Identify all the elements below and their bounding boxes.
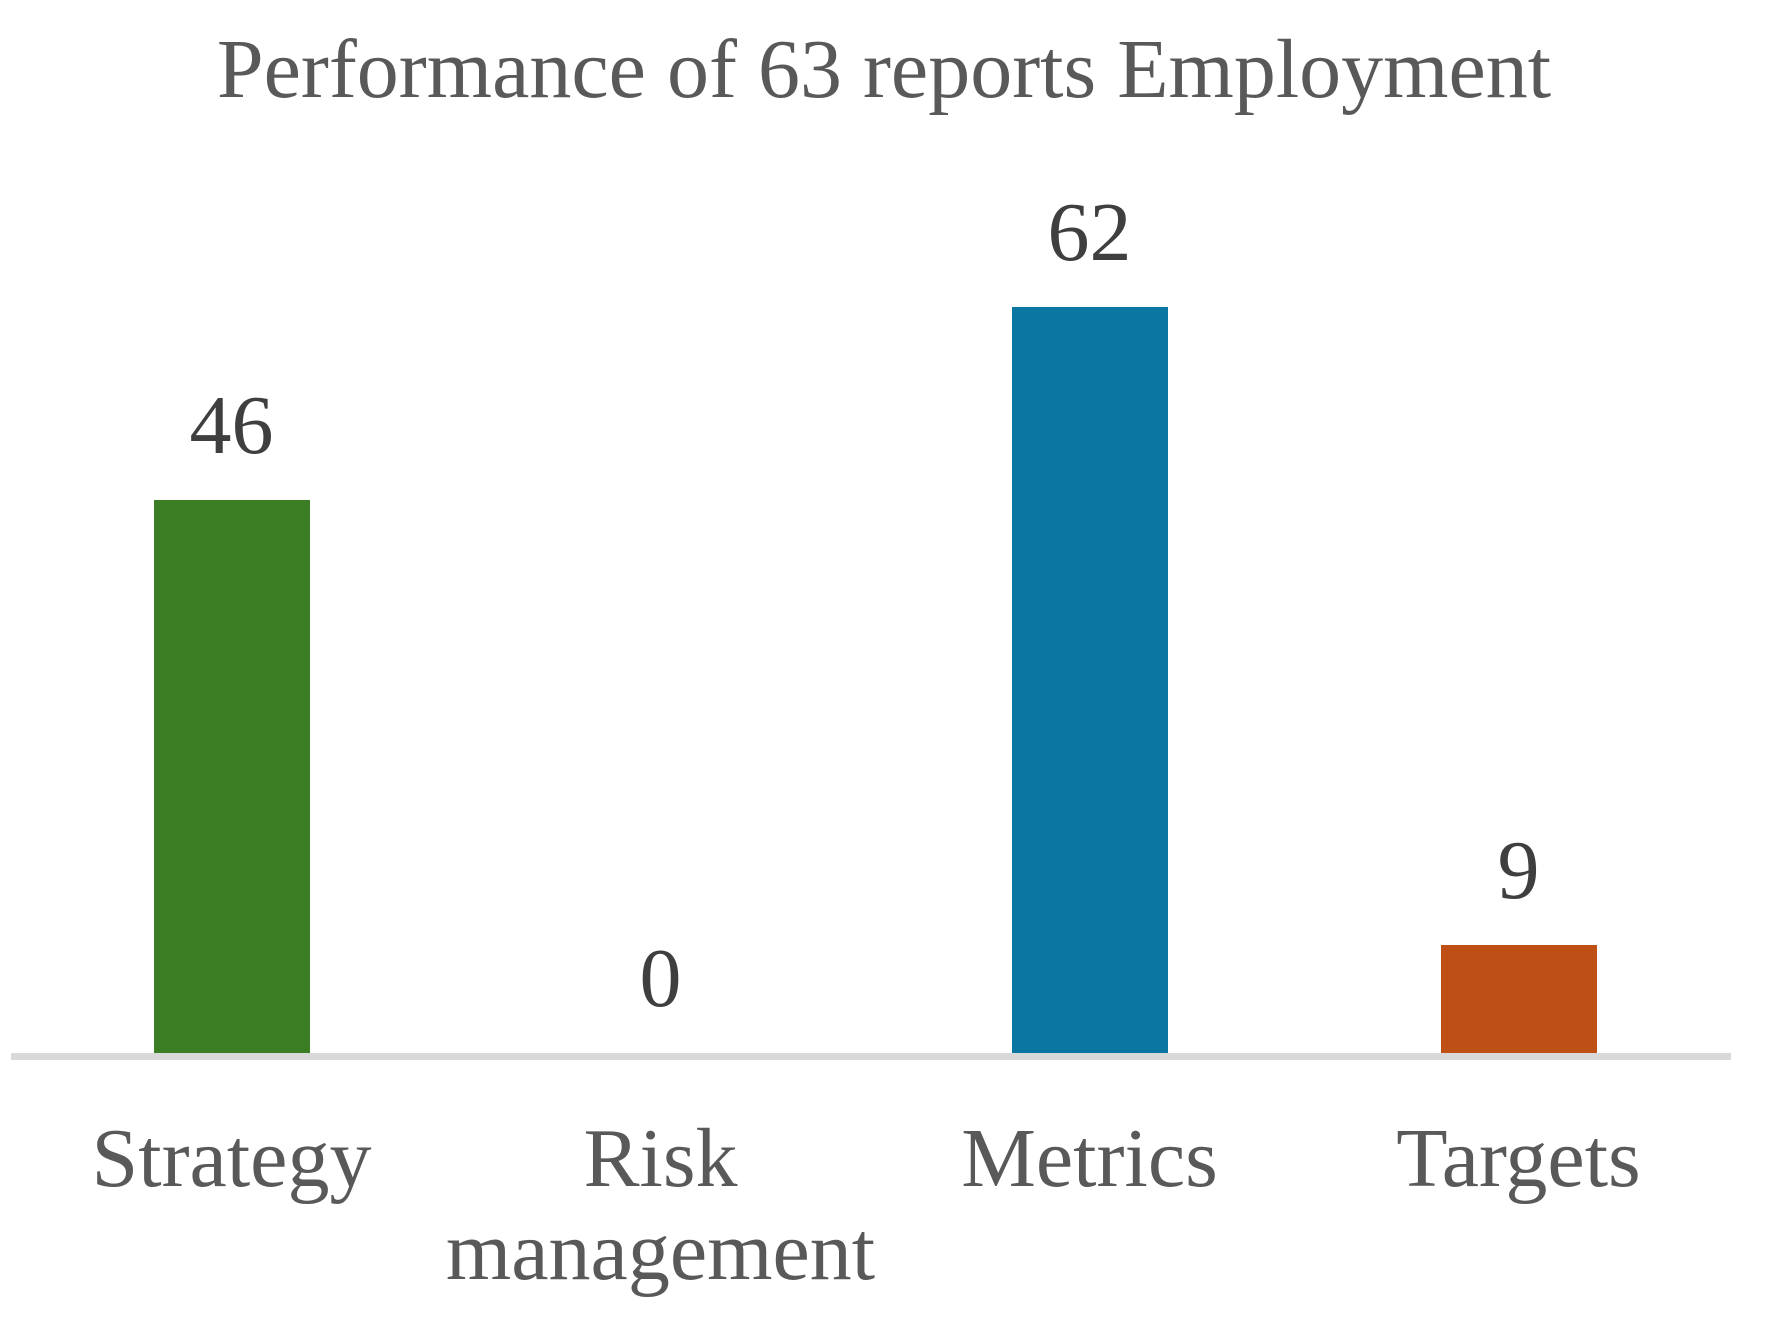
category-label-risk-management: Risk management xyxy=(445,1112,876,1298)
bar-metrics xyxy=(1011,307,1168,1053)
value-label-strategy: 46 xyxy=(189,379,274,472)
chart-title: Performance of 63 reports Employment xyxy=(216,23,1552,116)
category-label-strategy: Strategy xyxy=(91,1112,372,1205)
category-label-metrics: Metrics xyxy=(961,1112,1218,1205)
value-label-risk-management: 0 xyxy=(639,932,682,1025)
category-label-targets: Targets xyxy=(1396,1112,1641,1205)
value-label-targets: 9 xyxy=(1497,824,1540,917)
x-axis-line xyxy=(11,1053,1731,1060)
value-label-metrics: 62 xyxy=(1047,186,1132,279)
bar-targets xyxy=(1440,945,1597,1053)
bar-strategy xyxy=(153,500,310,1053)
